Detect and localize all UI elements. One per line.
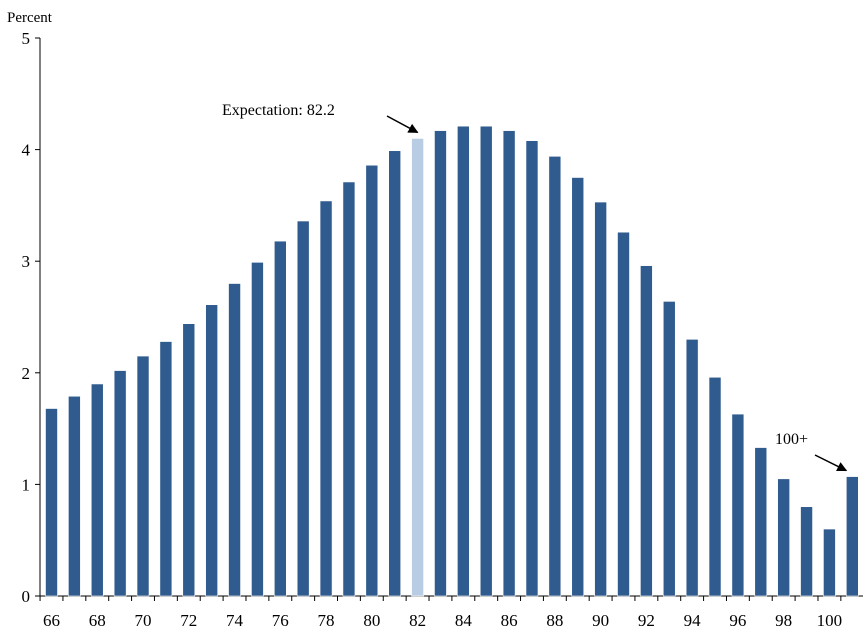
bar-74 [228,283,241,597]
bar-97 [754,447,768,597]
x-tick-label: 74 [226,611,244,630]
bar-73 [205,304,218,597]
bar-67 [68,395,81,597]
y-ticks: 0 1 2 3 4 5 [22,29,40,606]
bar-83 [434,130,447,597]
bar-77 [296,220,310,597]
bar-84 [457,125,470,597]
x-tick-label: 66 [43,611,60,630]
bar-66 [45,408,58,597]
x-tick-label: 96 [729,611,746,630]
bar-76 [273,240,287,597]
bar-79 [342,181,356,597]
annotation-arrow [814,454,848,472]
bar-80 [365,164,379,597]
bar-90 [594,201,607,597]
y-axis-label: Percent [7,10,53,26]
annotation-label: 100+ [775,431,808,448]
y-tick-label: 1 [22,475,31,494]
bar-85 [479,125,493,597]
x-tick-label: 84 [455,611,473,630]
bar-82 [411,138,424,597]
bar-99 [800,506,813,597]
bar-68 [90,383,104,597]
x-tick-label: 70 [135,611,152,630]
bar-101 [845,476,859,597]
bar-95 [708,376,722,597]
bar-72 [182,323,196,597]
y-tick-label: 2 [22,364,31,383]
bar-86 [502,130,516,597]
bar-100 [823,528,836,597]
x-tick-label: 76 [272,611,289,630]
annotation-arrow [386,115,419,134]
annotation-label: Expectation: 82.2 [222,102,335,119]
bar-70 [136,355,150,597]
x-tick-label: 94 [684,611,702,630]
x-tick-label: 72 [180,611,197,630]
x-tick-label: 88 [546,611,563,630]
bar-81 [388,150,402,597]
bar-92 [640,265,653,597]
bar-94 [685,339,699,597]
bar-69 [113,370,127,597]
x-tick-label: 90 [592,611,609,630]
bar-93 [662,301,676,597]
x-tick-label: 78 [318,611,335,630]
y-tick-label: 5 [22,29,31,48]
x-tick-label: 68 [89,611,106,630]
x-tick-label: 98 [775,611,792,630]
bar-89 [571,177,585,597]
x-tick-label: 92 [638,611,655,630]
bar-96 [731,413,745,597]
bar-88 [548,156,562,597]
x-tick-label: 80 [363,611,380,630]
x-tick-label: 82 [409,611,426,630]
x-ticks: 66 68 70 72 74 76 78 80 82 84 86 88 90 92 94 96 98 100 [39,596,843,630]
x-tick-label: 100 [817,611,843,630]
bars [45,125,859,597]
bar-98 [777,478,790,597]
bar-78 [319,200,333,597]
bar-87 [525,140,539,597]
bar-75 [251,262,264,597]
x-tick-label: 86 [501,611,518,630]
y-tick-label: 3 [22,252,31,271]
bar-91 [617,231,630,597]
bar-71 [159,341,173,597]
y-tick-label: 4 [22,141,31,160]
y-tick-label: 0 [22,587,31,606]
annotations: Expectation: 82.2 100+ [222,102,848,472]
